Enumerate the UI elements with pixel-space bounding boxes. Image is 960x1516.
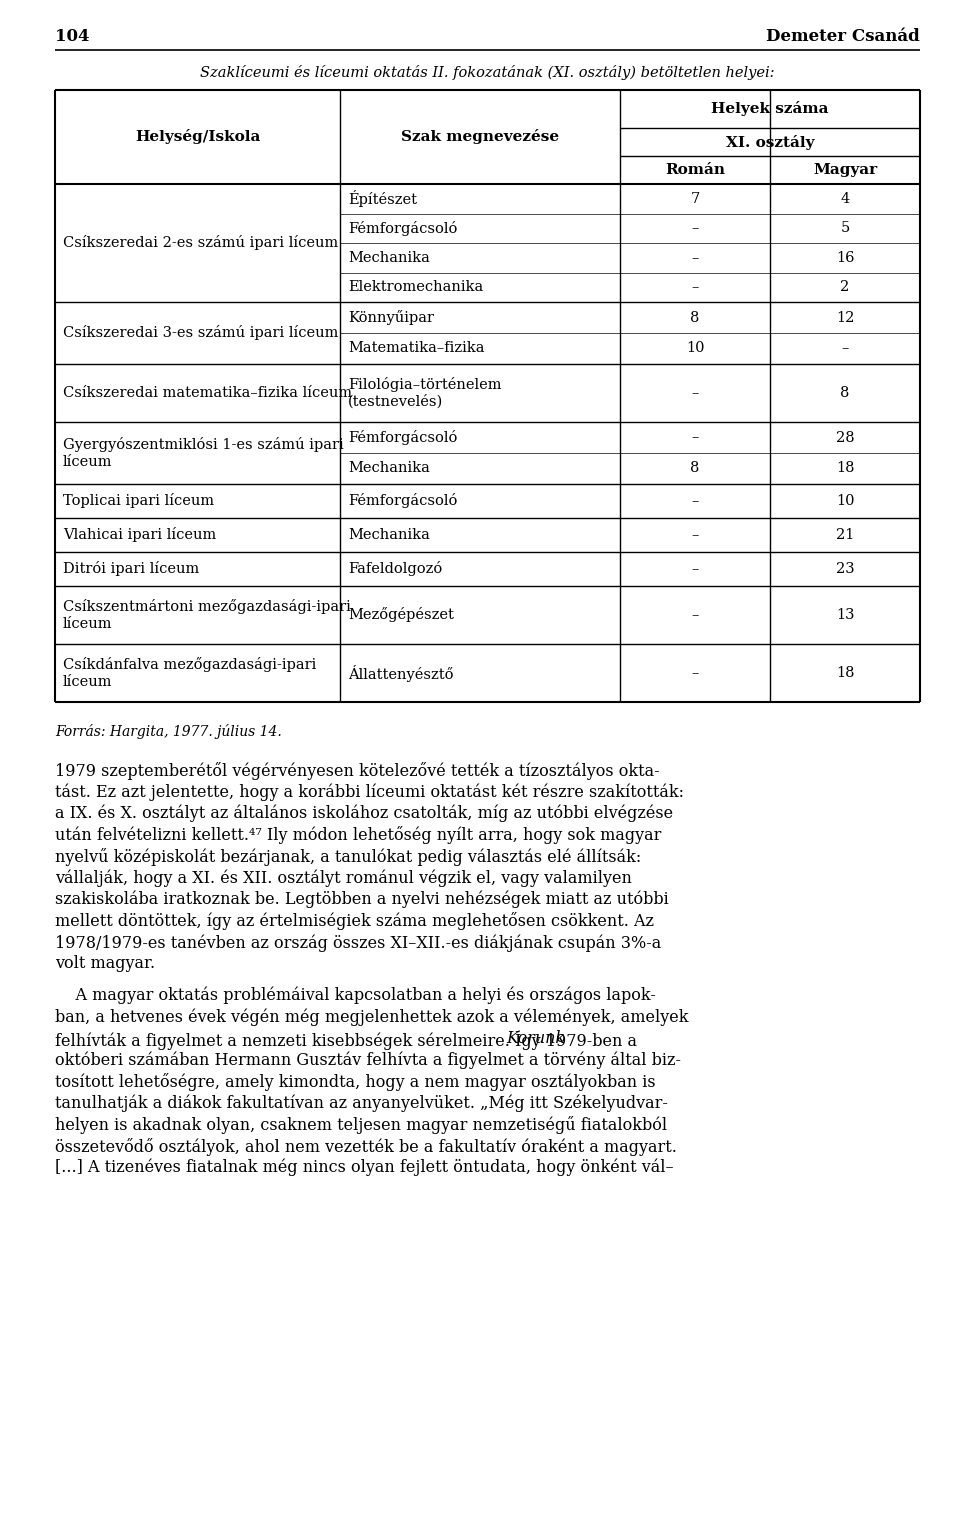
Text: XI. osztály: XI. osztály (726, 135, 814, 150)
Text: Román: Román (665, 164, 725, 177)
Text: Vlahicai ipari líceum: Vlahicai ipari líceum (63, 528, 216, 543)
Text: –: – (691, 431, 699, 444)
Text: Magyar: Magyar (813, 164, 877, 177)
Text: [...] A tizenéves fiatalnak még nincs olyan fejlett öntudata, hogy önként vál–: [...] A tizenéves fiatalnak még nincs ol… (55, 1160, 674, 1176)
Text: tást. Ez azt jelentette, hogy a korábbi líceumi oktatást két részre szakították:: tást. Ez azt jelentette, hogy a korábbi … (55, 784, 684, 800)
Text: Fafeldolgozó: Fafeldolgozó (348, 561, 443, 576)
Text: Helyek száma: Helyek száma (711, 102, 828, 117)
Text: Demeter Csanád: Demeter Csanád (766, 27, 920, 45)
Text: összetevődő osztályok, ahol nem vezették be a fakultatív óraként a magyart.: összetevődő osztályok, ahol nem vezették… (55, 1137, 677, 1155)
Text: 7: 7 (690, 191, 700, 206)
Text: 4: 4 (840, 191, 850, 206)
Text: Csíkdánfalva mezőgazdasági-ipari
líceum: Csíkdánfalva mezőgazdasági-ipari líceum (63, 658, 317, 688)
Text: Gyergyószentmiklósi 1-es számú ipari
líceum: Gyergyószentmiklósi 1-es számú ipari líc… (63, 438, 344, 468)
Text: Csíkszeredai 2-es számú ipari líceum: Csíkszeredai 2-es számú ipari líceum (63, 235, 338, 250)
Text: Szaklíceumi és líceumi oktatás II. fokozatának (XI. osztály) betöltetlen helyei:: Szaklíceumi és líceumi oktatás II. fokoz… (201, 65, 775, 80)
Text: Forrás: Hargita, 1977. július 14.: Forrás: Hargita, 1977. július 14. (55, 725, 281, 738)
Text: 1979 szeptemberétől végérvényesen kötelezővé tették a tízosztályos okta-: 1979 szeptemberétől végérvényesen kötele… (55, 763, 660, 781)
Text: tosított lehetőségre, amely kimondta, hogy a nem magyar osztályokban is: tosított lehetőségre, amely kimondta, ho… (55, 1073, 656, 1092)
Text: Állattenyésztő: Állattenyésztő (348, 664, 453, 682)
Text: 12: 12 (836, 311, 854, 324)
Text: 13: 13 (836, 608, 854, 622)
Text: 5: 5 (840, 221, 850, 235)
Text: Ditrói ipari líceum: Ditrói ipari líceum (63, 561, 200, 576)
Text: után felvételizni kellett.⁴⁷ Ily módon lehetőség nyílt arra, hogy sok magyar: után felvételizni kellett.⁴⁷ Ily módon l… (55, 826, 661, 844)
Text: 23: 23 (836, 562, 854, 576)
Text: helyen is akadnak olyan, csaknem teljesen magyar nemzetiségű fiatalokból: helyen is akadnak olyan, csaknem teljese… (55, 1116, 667, 1134)
Text: –: – (691, 666, 699, 681)
Text: vállalják, hogy a XI. és XII. osztályt románul végzik el, vagy valamilyen: vállalják, hogy a XI. és XII. osztályt r… (55, 870, 632, 887)
Text: Helység/Iskola: Helység/Iskola (134, 129, 260, 144)
Text: felhívták a figyelmet a nemzeti kisebbségek sérelmeire. Így 1979-ben a: felhívták a figyelmet a nemzeti kisebbsé… (55, 1029, 642, 1049)
Text: 18: 18 (836, 666, 854, 681)
Text: 10: 10 (685, 341, 705, 355)
Text: 21: 21 (836, 528, 854, 543)
Text: 8: 8 (840, 387, 850, 400)
Text: Korunk: Korunk (506, 1029, 565, 1048)
Text: –: – (691, 250, 699, 265)
Text: Építészet: Építészet (348, 190, 417, 208)
Text: –: – (691, 221, 699, 235)
Text: 18: 18 (836, 461, 854, 476)
Text: nyelvű középiskolát bezárjanak, a tanulókat pedig választás elé állítsák:: nyelvű középiskolát bezárjanak, a tanuló… (55, 847, 641, 866)
Text: 10: 10 (836, 494, 854, 508)
Text: –: – (691, 528, 699, 543)
Text: volt magyar.: volt magyar. (55, 955, 156, 972)
Text: 28: 28 (836, 431, 854, 444)
Text: Fémforgácsoló: Fémforgácsoló (348, 431, 457, 446)
Text: Toplicai ipari líceum: Toplicai ipari líceum (63, 494, 214, 508)
Text: Csíkszentmártoni mezőgazdasági-ipari
líceum: Csíkszentmártoni mezőgazdasági-ipari líc… (63, 599, 350, 631)
Text: A magyar oktatás problémáival kapcsolatban a helyi és országos lapok-: A magyar oktatás problémáival kapcsolatb… (55, 987, 656, 1005)
Text: Csíkszeredai matematika–fizika líceum: Csíkszeredai matematika–fizika líceum (63, 387, 352, 400)
Text: 16: 16 (836, 250, 854, 265)
Text: –: – (691, 494, 699, 508)
Text: Mechanika: Mechanika (348, 528, 430, 543)
Text: Matematika–fizika: Matematika–fizika (348, 341, 485, 355)
Text: –: – (691, 562, 699, 576)
Text: mellett döntöttek, így az értelmiségiek száma meglehetősen csökkent. Az: mellett döntöttek, így az értelmiségiek … (55, 913, 654, 931)
Text: Mechanika: Mechanika (348, 250, 430, 265)
Text: Csíkszeredai 3-es számú ipari líceum: Csíkszeredai 3-es számú ipari líceum (63, 326, 338, 341)
Text: 8: 8 (690, 311, 700, 324)
Text: októberi számában Hermann Gusztáv felhívta a figyelmet a törvény által biz-: októberi számában Hermann Gusztáv felhív… (55, 1052, 681, 1069)
Text: ban, a hetvenes évek végén még megjelenhettek azok a vélemények, amelyek: ban, a hetvenes évek végén még megjelenh… (55, 1008, 688, 1026)
Text: 1978/1979-es tanévben az ország összes XI–XII.-es diákjának csupán 3%-a: 1978/1979-es tanévben az ország összes X… (55, 934, 661, 952)
Text: Szak megnevezése: Szak megnevezése (401, 129, 559, 144)
Text: Fémforgácsoló: Fémforgácsoló (348, 494, 457, 508)
Text: Mezőgépészet: Mezőgépészet (348, 608, 454, 623)
Text: Filológia–történelem
(testnevelés): Filológia–történelem (testnevelés) (348, 377, 501, 409)
Text: Fémforgácsoló: Fémforgácsoló (348, 221, 457, 236)
Text: 104: 104 (55, 27, 89, 45)
Text: a IX. és X. osztályt az általános iskolához csatolták, míg az utóbbi elvégzése: a IX. és X. osztályt az általános iskolá… (55, 805, 673, 823)
Text: –: – (691, 608, 699, 622)
Text: –: – (691, 280, 699, 294)
Text: tanulhatják a diákok fakultatívan az anyanyelvüket. „Még itt Székelyudvar-: tanulhatják a diákok fakultatívan az any… (55, 1095, 668, 1113)
Text: Könnyűipar: Könnyűipar (348, 309, 434, 324)
Text: szakiskolába iratkoznak be. Legtöbben a nyelvi nehézségek miatt az utóbbi: szakiskolába iratkoznak be. Legtöbben a … (55, 891, 669, 908)
Text: 8: 8 (690, 461, 700, 476)
Text: –: – (691, 387, 699, 400)
Text: 2: 2 (840, 280, 850, 294)
Text: Mechanika: Mechanika (348, 461, 430, 476)
Text: –: – (841, 341, 849, 355)
Text: Elektromechanika: Elektromechanika (348, 280, 483, 294)
